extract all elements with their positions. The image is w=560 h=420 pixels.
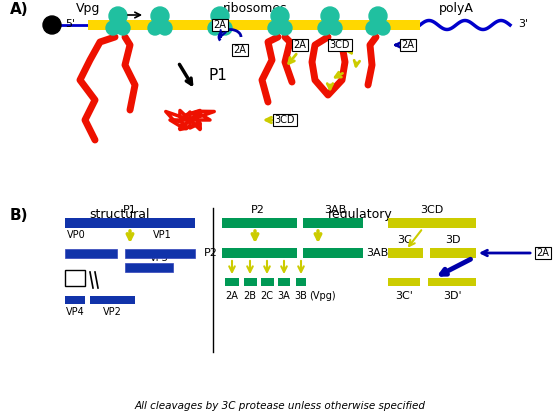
Bar xyxy=(125,249,195,258)
Text: 2A: 2A xyxy=(293,40,306,50)
Text: ?: ? xyxy=(72,273,78,283)
Text: All cleavages by 3C protease unless otherwise specified: All cleavages by 3C protease unless othe… xyxy=(134,401,426,411)
Text: 3AB: 3AB xyxy=(366,248,388,258)
Circle shape xyxy=(366,21,380,35)
Bar xyxy=(65,249,117,258)
Circle shape xyxy=(376,21,390,35)
Bar xyxy=(88,20,420,30)
Circle shape xyxy=(271,7,289,25)
Bar xyxy=(388,248,423,258)
Bar xyxy=(90,296,135,304)
Text: VP1: VP1 xyxy=(153,230,172,240)
Bar xyxy=(65,296,85,304)
Circle shape xyxy=(318,21,332,35)
Circle shape xyxy=(116,21,130,35)
Text: 2A: 2A xyxy=(402,40,414,50)
Bar xyxy=(303,218,363,228)
Text: 2A: 2A xyxy=(213,20,226,30)
Circle shape xyxy=(151,7,169,25)
Text: 5': 5' xyxy=(65,19,75,29)
Bar xyxy=(65,218,195,228)
Bar xyxy=(428,278,476,286)
Bar xyxy=(430,248,476,258)
Text: P2: P2 xyxy=(204,248,218,258)
Circle shape xyxy=(328,21,342,35)
Bar xyxy=(388,218,476,228)
Bar xyxy=(65,270,85,286)
Text: structural: structural xyxy=(90,208,150,221)
Text: VP3: VP3 xyxy=(150,253,169,263)
Circle shape xyxy=(321,7,339,25)
Circle shape xyxy=(278,21,292,35)
Text: polyA: polyA xyxy=(438,2,473,15)
Text: 3D': 3D' xyxy=(443,291,461,301)
Text: 2A: 2A xyxy=(226,291,239,301)
Text: VP4: VP4 xyxy=(66,307,85,317)
Text: 3AB: 3AB xyxy=(324,205,346,215)
Text: A): A) xyxy=(10,2,29,17)
Bar xyxy=(225,278,239,286)
Circle shape xyxy=(208,21,222,35)
Bar xyxy=(296,278,306,286)
Text: P1: P1 xyxy=(123,205,137,215)
Text: 3C: 3C xyxy=(398,235,412,245)
Text: VP2: VP2 xyxy=(102,307,122,317)
Circle shape xyxy=(218,21,232,35)
Circle shape xyxy=(148,21,162,35)
Bar xyxy=(222,218,297,228)
Text: P1: P1 xyxy=(208,68,227,82)
Bar xyxy=(222,248,297,258)
Text: 2A: 2A xyxy=(536,248,549,258)
Bar xyxy=(244,278,257,286)
Bar xyxy=(388,278,420,286)
Circle shape xyxy=(43,16,61,34)
Text: 3': 3' xyxy=(518,19,528,29)
Circle shape xyxy=(106,21,120,35)
Text: VP0: VP0 xyxy=(67,230,86,240)
Text: ribosomes: ribosomes xyxy=(223,2,287,15)
Text: P2: P2 xyxy=(251,205,265,215)
Text: 3B: 3B xyxy=(295,291,307,301)
Text: 3A: 3A xyxy=(278,291,291,301)
Circle shape xyxy=(369,7,387,25)
Text: 3C': 3C' xyxy=(395,291,413,301)
Text: 3CD: 3CD xyxy=(421,205,444,215)
Bar xyxy=(278,278,290,286)
Text: (Vpg): (Vpg) xyxy=(309,291,335,301)
Text: 2C: 2C xyxy=(260,291,273,301)
Circle shape xyxy=(158,21,172,35)
Text: 3CD: 3CD xyxy=(330,40,350,50)
Bar xyxy=(261,278,274,286)
Text: Vpg: Vpg xyxy=(76,2,100,15)
Text: B): B) xyxy=(10,208,29,223)
Text: 3D: 3D xyxy=(445,235,461,245)
Circle shape xyxy=(268,21,282,35)
Text: 3CD: 3CD xyxy=(275,115,295,125)
Text: regulatory: regulatory xyxy=(328,208,393,221)
Bar xyxy=(125,263,173,272)
Text: 2B: 2B xyxy=(244,291,256,301)
Circle shape xyxy=(109,7,127,25)
Bar xyxy=(303,248,363,258)
Text: 2A: 2A xyxy=(234,45,246,55)
Circle shape xyxy=(211,7,229,25)
